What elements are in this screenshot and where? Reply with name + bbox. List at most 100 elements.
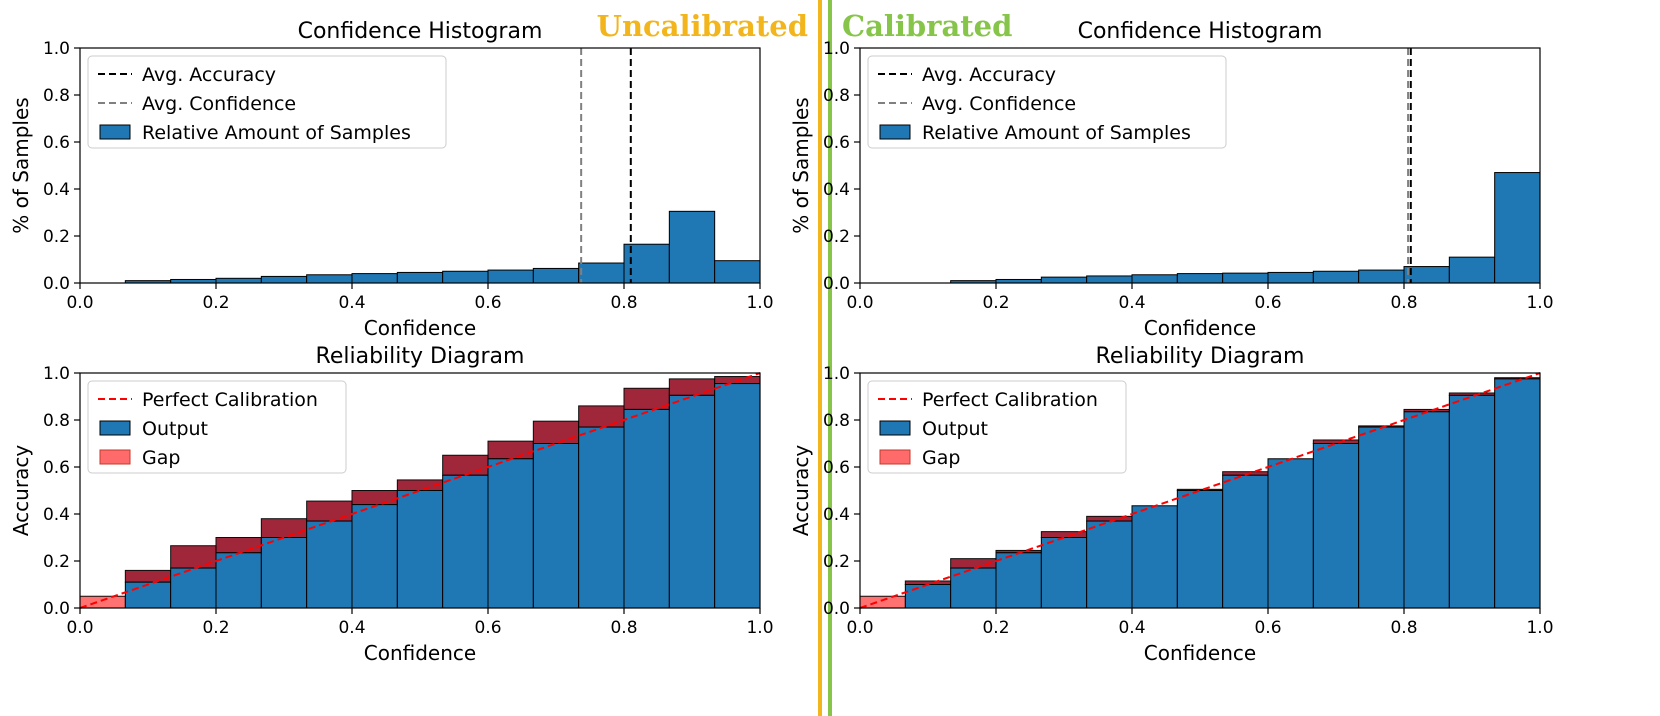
histogram-bar [668,210,716,284]
output-bar [124,581,172,609]
gap-bar [215,537,262,554]
gap-bar [578,405,625,428]
x-axis-label: Confidence [1144,316,1256,340]
legend-label: Relative Amount of Samples [142,122,411,144]
output-bar [1494,378,1541,609]
x-tick-label: 1.0 [746,618,773,638]
legend-samples-swatch [879,124,911,140]
x-tick-label: 1.0 [1526,618,1553,638]
x-tick-label: 0.6 [1254,293,1281,313]
output-bar [1040,537,1088,609]
histogram-bar [1176,273,1224,284]
legend-label: Avg. Confidence [922,93,1076,115]
output-bar [1403,411,1450,609]
output-bar [1176,490,1224,609]
output-bar [351,504,398,609]
y-tick-label: 0.8 [43,411,70,431]
y-tick-label: 1.0 [823,364,850,384]
x-tick-label: 0.2 [982,293,1009,313]
legend-label: Gap [142,447,180,469]
histogram-bar [1086,275,1133,284]
x-tick-label: 1.0 [746,293,773,313]
calibrated-label: Calibrated [842,9,1012,43]
x-tick-label: 0.4 [338,293,365,313]
histogram-bar [1358,269,1405,284]
gap-bar [668,378,716,396]
y-tick-label: 1.0 [823,39,850,59]
perfect-calibration-line [79,372,761,609]
y-tick-label: 1.0 [43,364,70,384]
legend-label: Output [142,418,208,440]
histogram-bar [1222,272,1269,284]
legend-box [867,380,1127,474]
histogram-bar [351,273,398,284]
x-tick-label: 0.8 [610,293,637,313]
output-bar [578,426,625,609]
histogram-bar [487,269,534,284]
histogram-bar [578,262,625,284]
y-tick-label: 0.0 [823,274,850,294]
histogram-bar [1267,271,1314,284]
confidence-histogram-calibrated: Confidence Histogram 0.0 0.2 0.4 0.6 0.8 1.0 0.… [789,19,1554,340]
output-bar [623,408,670,609]
output-bar [532,443,580,609]
y-tick-label: 0.4 [43,505,70,525]
output-bar [714,383,761,609]
histogram-bar [714,260,761,284]
x-tick-label: 0.6 [1254,618,1281,638]
output-bar [1312,443,1360,609]
plot-frame [79,47,761,284]
uncalibrated-label: Uncalibrated [597,9,808,43]
reliability-diagram-calibrated: Reliability Diagram 0.0 0.2 0.4 0.6 0.8 1.0 0.0… [789,344,1554,665]
output-bar [1131,505,1178,609]
gap-bar [306,500,353,522]
output-bar [995,552,1042,609]
chart-title: Confidence Histogram [298,19,543,44]
chart-title: Reliability Diagram [1096,344,1305,369]
output-bar [215,552,262,609]
y-tick-label: 0.8 [823,411,850,431]
x-tick-label: 0.4 [1118,293,1145,313]
output-bar [260,537,308,609]
plot-frame [859,47,1541,284]
y-tick-label: 0.6 [823,133,850,153]
y-tick-label: 0.2 [823,552,850,572]
gap-bar [79,595,126,609]
x-tick-label: 0.0 [846,293,873,313]
reliability-diagram-uncalibrated: Reliability Diagram 0.0 0.2 0.4 0.6 0.8 1.0 0.0… [9,344,774,665]
histogram-bar [442,270,489,284]
y-tick-label: 0.4 [823,180,850,200]
legend-label: Relative Amount of Samples [922,122,1191,144]
output-bar [1267,458,1314,609]
legend-box [87,380,347,474]
legend-box [87,55,447,149]
chart-title: Confidence Histogram [1078,19,1323,44]
legend-label: Perfect Calibration [922,389,1098,411]
perfect-calibration-line [859,372,1541,609]
x-tick-label: 1.0 [1526,293,1553,313]
x-tick-label: 0.2 [202,618,229,638]
y-tick-label: 0.6 [43,458,70,478]
y-tick-label: 0.0 [43,274,70,294]
gap-bar [1312,439,1360,445]
y-tick-label: 1.0 [43,39,70,59]
legend-box [867,55,1227,149]
y-tick-label: 0.2 [823,227,850,247]
output-bar [1358,426,1405,609]
legend-label: Avg. Accuracy [922,64,1056,86]
histogram-bar [532,267,580,284]
gap-bar [532,420,580,444]
legend-label: Output [922,418,988,440]
x-tick-label: 0.0 [846,618,873,638]
x-tick-label: 0.8 [1390,293,1417,313]
y-axis-label: Accuracy [789,445,813,536]
legend-label: Avg. Confidence [142,93,296,115]
output-bar [1448,394,1496,609]
x-axis-label: Confidence [364,316,476,340]
legend-label: Gap [922,447,960,469]
histogram-bar [1448,256,1496,284]
output-bar [306,520,353,609]
y-tick-label: 0.8 [43,86,70,106]
gap-bar [487,440,534,460]
